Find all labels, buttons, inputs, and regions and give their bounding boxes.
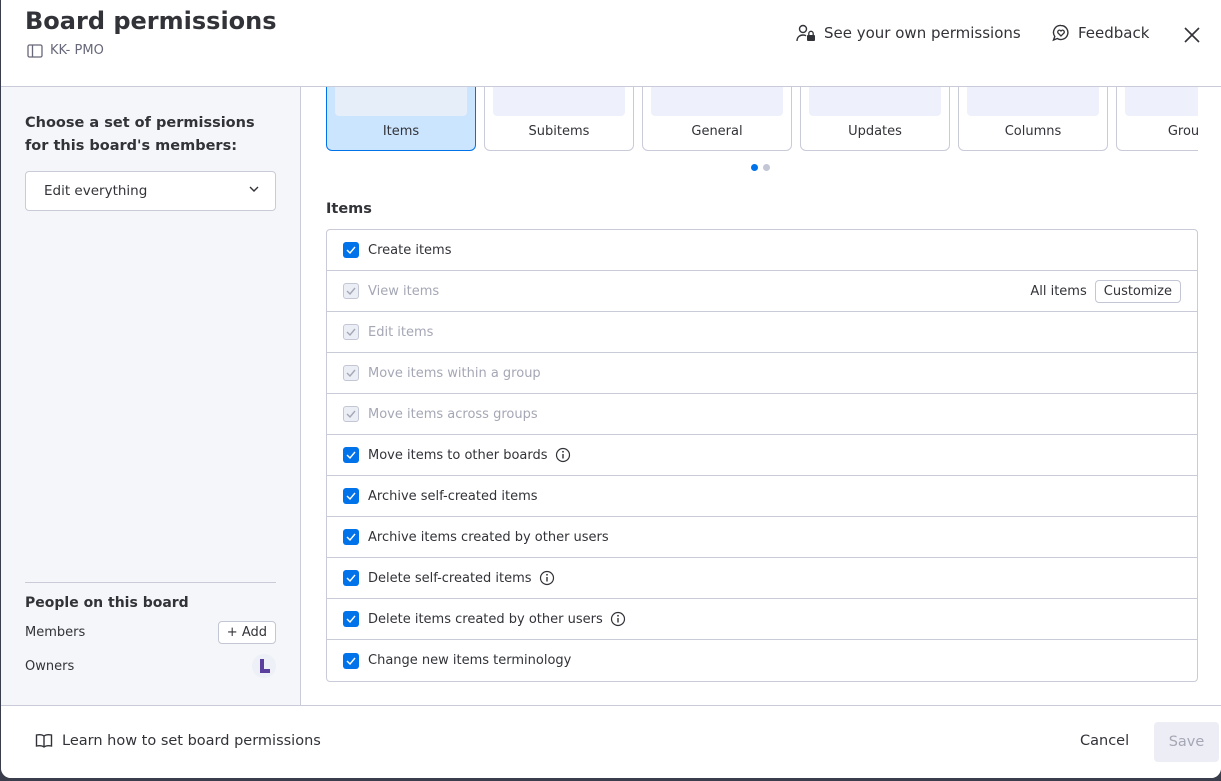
permission-set-value: Edit everything <box>44 183 148 199</box>
modal-header: Board permissions KK- PMO See your own p… <box>1 0 1221 87</box>
card-label: Columns <box>1004 124 1062 139</box>
category-card-items[interactable]: Items <box>326 87 476 151</box>
permission-row: Delete self-created items <box>327 558 1197 599</box>
add-member-button[interactable]: + Add <box>217 620 276 644</box>
permission-label: Edit items <box>368 324 434 340</box>
card-illustration <box>809 87 941 116</box>
card-illustration <box>967 87 1099 116</box>
checkbox[interactable] <box>343 488 359 504</box>
permission-row: Archive items created by other users <box>327 517 1197 558</box>
checkbox[interactable] <box>343 611 359 627</box>
info-icon[interactable] <box>610 611 626 627</box>
card-label: Updates <box>848 124 902 139</box>
carousel-dot-2[interactable] <box>763 164 770 171</box>
carousel-pagination <box>751 164 770 171</box>
choose-permissions-label: Choose a set of permissions for this boa… <box>25 115 255 154</box>
category-card-updates[interactable]: Updates <box>800 87 950 151</box>
learn-link[interactable]: Learn how to set board permissions <box>35 733 321 749</box>
see-own-permissions-button[interactable]: See your own permissions <box>796 24 1021 42</box>
info-icon[interactable] <box>555 447 571 463</box>
permissions-content: Items Subitems General Updates Columns Groups… <box>302 87 1221 705</box>
close-icon[interactable] <box>1183 26 1201 44</box>
category-card-subitems[interactable]: Subitems <box>484 87 634 151</box>
permission-label: View items <box>368 283 440 299</box>
board-icon <box>27 43 43 58</box>
permission-row: Move items across groups <box>327 394 1197 435</box>
carousel-dot-1[interactable] <box>751 164 758 171</box>
permission-label: Create items <box>368 242 452 258</box>
page-title: Board permissions <box>25 7 277 35</box>
members-label: Members <box>25 624 86 640</box>
permission-label: Change new items terminology <box>368 653 572 668</box>
permission-row: Change new items terminology <box>327 640 1197 681</box>
section-title: Items <box>326 201 372 217</box>
permission-label: Archive self-created items <box>368 488 538 504</box>
card-label: General <box>691 124 743 139</box>
permission-row: Edit items <box>327 312 1197 353</box>
user-lock-icon <box>796 24 815 42</box>
customize-button[interactable]: Customize <box>1094 279 1181 303</box>
card-illustration <box>1125 87 1198 116</box>
learn-label: Learn how to set board permissions <box>62 733 321 749</box>
board-link[interactable]: KK- PMO <box>27 43 104 58</box>
permission-row: View items All items Customize <box>327 271 1197 312</box>
checkbox <box>343 365 359 381</box>
permission-row: Delete items created by other users <box>327 599 1197 640</box>
card-label: Items <box>382 124 420 139</box>
feedback-label: Feedback <box>1078 24 1150 42</box>
permission-label: Move items within a group <box>368 365 541 381</box>
permission-set-dropdown[interactable]: Edit everything <box>25 171 276 211</box>
members-row: Members + Add <box>25 619 276 645</box>
owner-avatar[interactable] <box>252 654 276 678</box>
see-own-permissions-label: See your own permissions <box>824 24 1021 42</box>
chevron-down-icon <box>249 186 259 192</box>
board-name: KK- PMO <box>50 43 104 58</box>
permission-label: Move items to other boards <box>368 447 548 463</box>
permission-row: Move items to other boards <box>327 435 1197 476</box>
card-label: Groups <box>1167 124 1198 139</box>
book-icon <box>35 734 53 748</box>
people-title: People on this board <box>25 595 189 611</box>
view-scope: All items <box>1030 283 1087 299</box>
permission-label: Delete self-created items <box>368 570 532 586</box>
permissions-list: Create items View items All items Customize… <box>326 229 1198 682</box>
checkbox <box>343 283 359 299</box>
category-carousel: Items Subitems General Updates Columns Groups <box>326 87 1198 151</box>
modal-footer: Learn how to set board permissions Cance… <box>1 705 1221 778</box>
checkbox <box>343 406 359 422</box>
card-illustration <box>651 87 783 116</box>
card-illustration <box>493 87 625 116</box>
category-card-general[interactable]: General <box>642 87 792 151</box>
owners-label: Owners <box>25 658 75 674</box>
permission-label: Delete items created by other users <box>368 611 603 627</box>
checkbox <box>343 324 359 340</box>
checkbox[interactable] <box>343 529 359 545</box>
left-panel: Choose a set of permissions for this boa… <box>1 87 301 705</box>
save-button[interactable]: Save <box>1154 722 1219 762</box>
permission-label: Archive items created by other users <box>368 529 609 545</box>
checkbox[interactable] <box>343 652 359 669</box>
permission-label: Move items across groups <box>368 406 538 422</box>
owners-row: Owners <box>25 653 276 679</box>
card-illustration <box>335 87 467 116</box>
permission-row: Archive self-created items <box>327 476 1197 517</box>
card-label: Subitems <box>528 124 590 139</box>
feedback-button[interactable]: Feedback <box>1052 24 1149 42</box>
checkbox[interactable] <box>343 242 359 258</box>
info-icon[interactable] <box>539 570 555 586</box>
feedback-heart-icon <box>1052 24 1069 42</box>
people-section: People on this board Members + Add Owner… <box>25 582 276 679</box>
checkbox[interactable] <box>343 570 359 586</box>
permission-row: Move items within a group <box>327 353 1197 394</box>
cancel-button[interactable]: Cancel <box>1080 733 1130 749</box>
checkbox[interactable] <box>343 447 359 463</box>
permission-row: Create items <box>327 230 1197 271</box>
category-card-columns[interactable]: Columns <box>958 87 1108 151</box>
category-card-groups[interactable]: Groups <box>1116 87 1198 151</box>
